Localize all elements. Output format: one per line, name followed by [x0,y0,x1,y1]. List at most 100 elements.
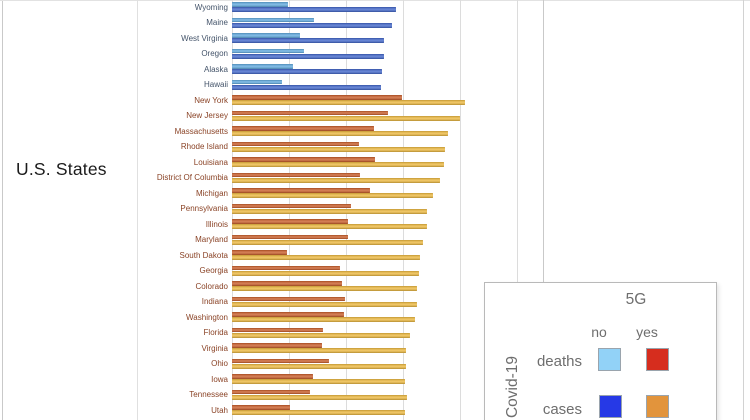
cases-bar [232,224,427,230]
state-label: Washington [186,312,228,322]
deaths-bar [232,327,324,333]
cases-bar [232,394,407,400]
frame-border-top [0,0,750,1]
deaths-bar [232,110,388,116]
gridline [459,0,461,420]
state-label: Oregon [201,49,228,59]
frame-border-left [2,0,3,420]
state-label: Pennsylvania [180,204,228,214]
deaths-bar [232,265,340,271]
cases-bar [232,69,382,75]
cases-bar [232,193,433,199]
cases-bar [232,84,381,90]
deaths-bar [232,389,310,395]
deaths-bar [232,64,293,69]
state-label: West Virginia [181,33,228,43]
state-label: Wyoming [194,2,228,12]
deaths-bar [232,95,402,100]
legend-swatch-deaths-yes [646,348,669,371]
state-label: New York [194,95,228,105]
deaths-bar [232,374,313,379]
legend-side-label-covid19: Covid-19 [504,355,521,419]
deaths-bar [232,79,283,85]
cases-bar [232,208,427,214]
cases-bar [232,348,406,354]
deaths-bar [232,203,351,209]
state-label: Alaska [203,64,228,74]
state-label: Illinois [205,219,228,229]
deaths-bar [232,2,288,7]
deaths-bar [232,296,345,302]
legend-col-header-yes: yes [636,324,658,340]
cases-bar [232,22,392,28]
deaths-bar [232,172,361,178]
state-label: Rhode Island [180,142,228,152]
legend-row-label-deaths: deaths [536,353,582,370]
deaths-bar [232,312,344,317]
cases-bar [232,317,415,323]
legend: 5G no yes deaths cases Covid-19 [484,282,717,420]
cases-bar [232,38,385,44]
cases-bar [232,332,410,338]
cases-bar [232,146,445,152]
y-axis-title: U.S. States [16,159,107,179]
cases-bar [232,7,396,13]
legend-swatch-cases-no [599,395,622,418]
legend-swatch-cases-yes [646,395,669,418]
axis-label-column-divider [137,0,138,420]
cases-bar [232,301,417,307]
cases-bar [232,131,448,137]
state-label: Florida [203,328,228,338]
deaths-bar [232,219,349,224]
state-label: Georgia [199,266,228,276]
legend-row-label-cases: cases [542,401,582,418]
legend-col-header-no: no [591,324,607,340]
state-label: Iowa [211,374,228,384]
state-label: Utah [211,405,228,415]
state-label: Louisiana [193,157,228,167]
legend-swatch-deaths-no [598,348,621,371]
state-label: New Jersey [186,111,228,121]
cases-bar [232,100,465,106]
deaths-bar [232,250,287,255]
cases-bar [232,379,405,385]
frame-border-right [743,0,744,420]
state-label: Hawaii [203,80,228,90]
state-label: Maryland [195,235,228,245]
state-label: Michigan [195,188,228,198]
plot-right-border [543,0,544,420]
state-label: Virginia [201,343,228,353]
state-label: Colorado [195,281,228,291]
deaths-bar [232,405,291,410]
state-label: Maine [206,18,228,28]
state-label: Massachusetts [174,126,228,136]
cases-bar [232,270,419,276]
state-label: Ohio [211,359,228,369]
cases-bar [232,363,406,369]
state-label: District Of Columbia [156,173,228,183]
cases-bar [232,177,440,183]
cases-bar [232,286,417,292]
deaths-bar [232,188,370,193]
gridline [516,0,518,420]
deaths-bar [232,281,342,286]
cases-bar [232,115,460,121]
cases-bar [232,410,405,416]
cases-bar [232,53,384,59]
deaths-bar [232,157,375,162]
cases-bar [232,255,420,261]
deaths-bar [232,17,314,23]
state-label: South Dakota [179,250,228,260]
cases-bar [232,162,444,168]
legend-title-5g: 5G [625,291,647,308]
state-label: Tennessee [189,390,228,400]
deaths-bar [232,48,304,54]
deaths-bar [232,33,300,38]
deaths-bar [232,343,322,348]
state-label: Indiana [201,297,228,307]
cases-bar [232,239,423,245]
deaths-bar [232,234,349,240]
deaths-bar [232,141,359,147]
deaths-bar [232,126,374,131]
